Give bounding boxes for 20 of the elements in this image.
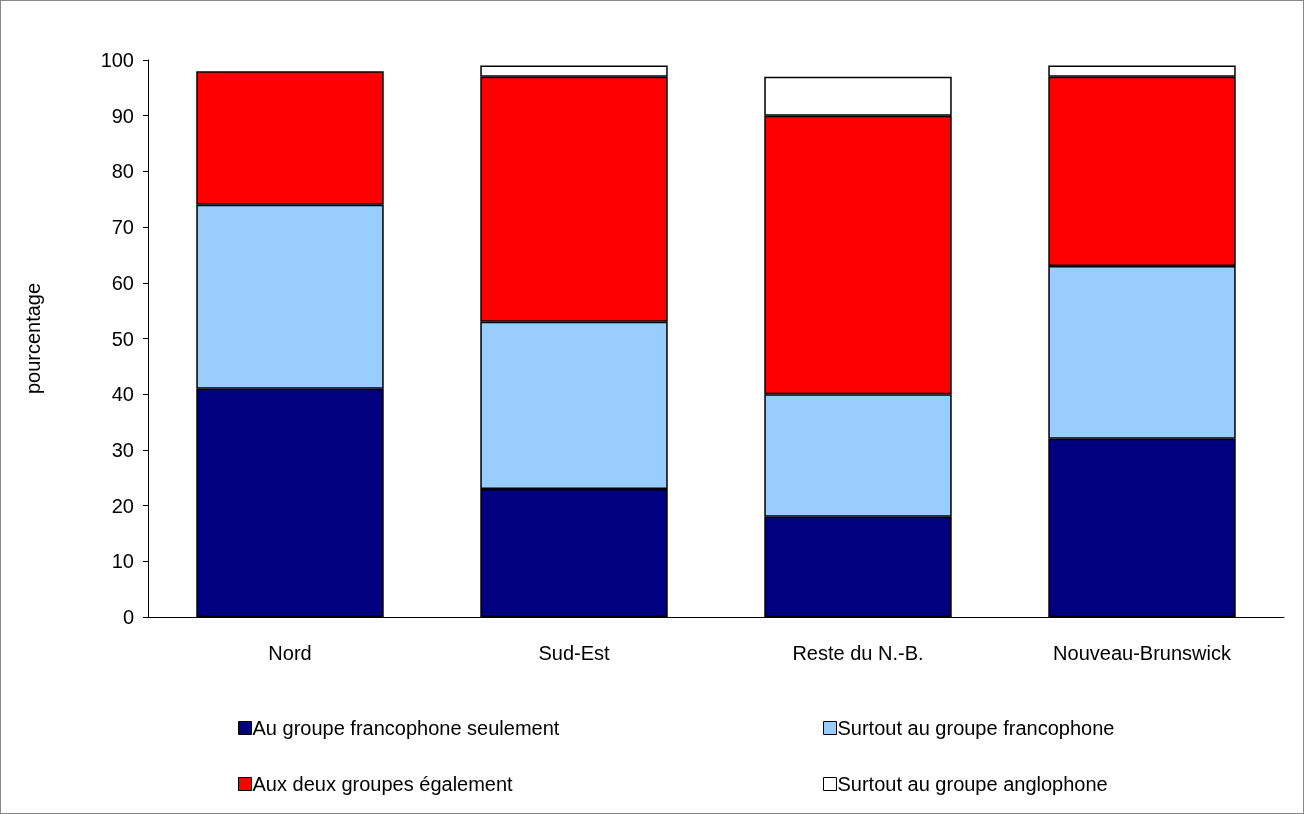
- legend-label: Aux deux groupes également: [252, 773, 514, 795]
- x-tick-label: Nord: [268, 642, 312, 664]
- x-tick-label: Sud-Est: [538, 642, 611, 664]
- y-tick-label: 50: [111, 327, 134, 350]
- legend-label: Surtout au groupe francophone: [837, 717, 1115, 739]
- y-axis-title: pourcentage: [22, 282, 44, 395]
- legend-label: Au groupe francophone seulement: [252, 717, 560, 739]
- y-tick-label: 10: [111, 550, 134, 573]
- y-tick-label: 40: [111, 383, 134, 406]
- y-tick-label: 70: [111, 216, 134, 239]
- y-tick-label: 80: [111, 160, 134, 183]
- y-tick-label: 60: [111, 271, 134, 294]
- y-tick-label: 0: [122, 606, 134, 628]
- y-tick-label: 90: [111, 104, 134, 127]
- y-tick-label: 100: [100, 49, 134, 71]
- x-tick-label: Reste du N.-B.: [792, 642, 924, 664]
- y-tick-label: 20: [111, 494, 134, 517]
- x-tick-label: Nouveau-Brunswick: [1053, 642, 1232, 664]
- y-tick-label: 30: [111, 438, 134, 461]
- legend-label: Surtout au groupe anglophone: [837, 773, 1108, 795]
